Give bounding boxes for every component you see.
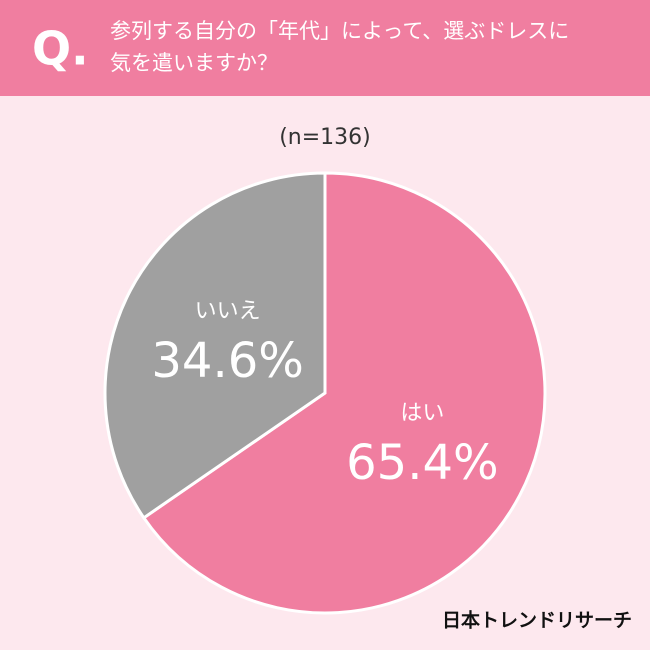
header-band <box>0 0 650 96</box>
slice-label: はい <box>400 401 444 426</box>
chart-title: 気を遣いますか？ <box>110 51 278 75</box>
question-mark: Q. <box>32 22 89 76</box>
pie-slice <box>141 171 547 615</box>
value-label: 65.4% <box>346 435 498 491</box>
source: 日本トレンドリサーチ <box>442 609 632 632</box>
pie-slice <box>103 171 327 520</box>
chart-title: 参列する自分の「年代」によって、選ぶドレスに <box>110 19 569 43</box>
slice-label: いいえ <box>195 299 261 324</box>
value-label: 34.6% <box>151 333 303 389</box>
subtitle: (n=136) <box>279 125 371 150</box>
